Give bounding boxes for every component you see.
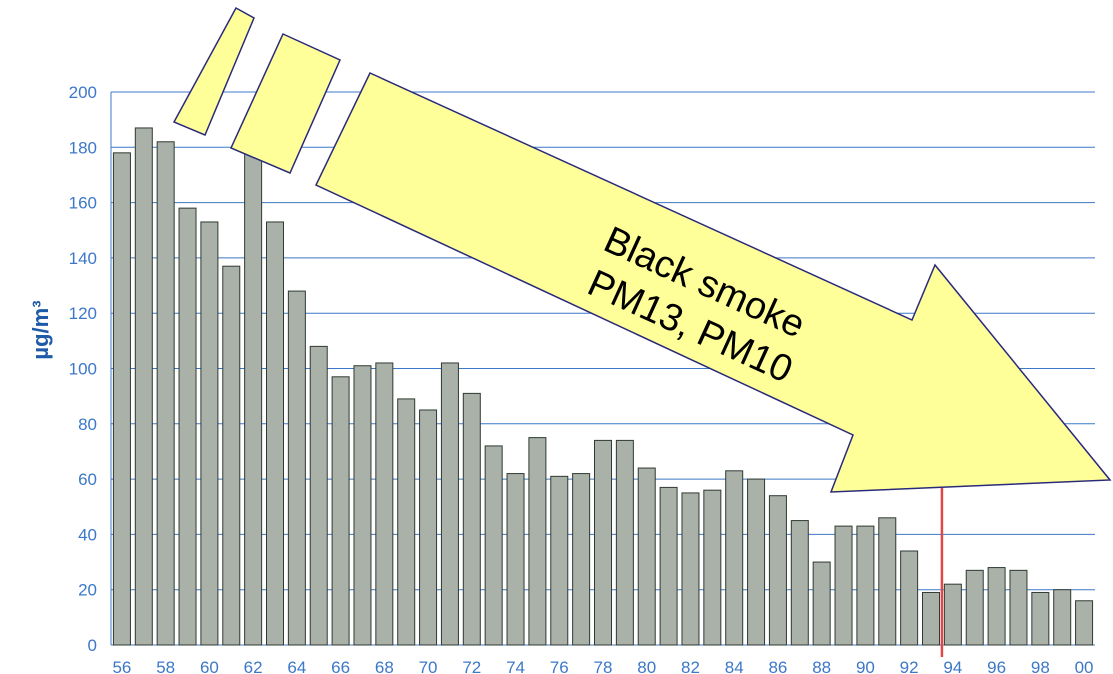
bar-70 [419,409,438,646]
x-tick-label: 94 [943,658,962,674]
bar-75 [528,437,547,646]
y-tick-label: 180 [69,138,97,157]
x-tick-label: 90 [856,658,875,674]
y-tick-label: 0 [88,636,97,655]
bar-56 [112,152,131,646]
bar-81 [659,486,678,646]
bar-87 [790,520,809,646]
y-tick-labels: 0 20 40 60 80 100 120 140 160 180 200 [69,83,97,655]
x-tick-label: 70 [419,658,438,674]
x-tick-label: 74 [506,658,525,674]
bar-85 [747,478,766,646]
bar-79 [615,439,634,646]
bar-71 [440,362,459,646]
y-axis-label: µg/m³ [28,300,53,359]
bar-80 [637,467,656,646]
bar-66 [331,376,350,646]
bar-65 [309,345,328,646]
bar-57 [134,127,153,646]
x-tick-label: 82 [681,658,700,674]
bar-62 [244,152,263,646]
x-tick-label: 98 [1031,658,1050,674]
bar-78 [594,439,612,646]
x-tick-label: 78 [594,658,613,674]
bars [112,127,1094,646]
bar-99 [1053,589,1072,646]
bar-73 [484,445,503,646]
x-tick-label: 96 [987,658,1006,674]
x-tick-label: 92 [900,658,919,674]
y-tick-label: 120 [69,304,97,323]
bar-86 [768,495,787,646]
y-tick-label: 60 [78,470,97,489]
x-tick-label: 58 [156,658,175,674]
bar-97 [1009,569,1028,646]
bar-94 [943,583,962,646]
trend-arrow-annotation: Black smoke PM13, PM10 [172,6,1112,493]
bar-92 [900,550,919,646]
y-tick-label: 160 [69,194,97,213]
bar-60 [200,221,219,646]
bar-88 [812,561,831,646]
bar-61 [222,265,241,646]
y-tick-label: 20 [78,581,97,600]
y-tick-label: 80 [78,415,97,434]
bar-82 [681,492,700,646]
x-tick-label: 60 [200,658,219,674]
bar-64 [287,290,306,646]
x-tick-label: 72 [462,658,481,674]
y-tick-label: 100 [69,360,97,379]
y-tick-label: 40 [78,525,97,544]
x-tick-labels: 56 58 60 62 64 66 68 70 72 74 76 78 80 82 84 86 88 90 92 94… [112,658,1093,674]
bar-72 [462,392,481,646]
bar-74 [506,473,525,646]
y-tick-label: 140 [69,249,97,268]
x-tick-label: 88 [812,658,831,674]
bar-95 [965,569,984,646]
bar-76 [550,475,569,646]
bar-91 [878,517,897,646]
x-tick-label: 76 [550,658,569,674]
bar-67 [353,365,372,646]
bar-63 [266,221,284,646]
x-tick-label: 68 [375,658,394,674]
y-tick-label: 200 [69,83,97,102]
x-tick-label: 64 [287,658,306,674]
x-tick-label: 86 [768,658,787,674]
arrow-tail-block-medium [229,33,341,174]
bar-98 [1031,591,1050,646]
x-tick-label: 80 [637,658,656,674]
bar-58 [156,141,175,646]
bar-69 [397,398,416,646]
bar-59 [178,207,197,646]
x-tick-label: 00 [1075,658,1094,674]
bar-77 [572,473,591,646]
x-tick-label: 84 [725,658,744,674]
bar-89 [834,525,853,646]
x-tick-label: 66 [331,658,350,674]
bar-90 [856,525,875,646]
bar-68 [375,362,394,646]
trend-arrow [314,72,1112,493]
arrow-tail-block-small [172,6,255,136]
bar-83 [703,489,722,646]
bar-00 [1075,600,1094,646]
x-tick-label: 56 [112,658,131,674]
bar-96 [987,567,1006,646]
bar-93 [922,591,940,646]
x-tick-label: 62 [244,658,263,674]
bar-84 [725,470,744,646]
